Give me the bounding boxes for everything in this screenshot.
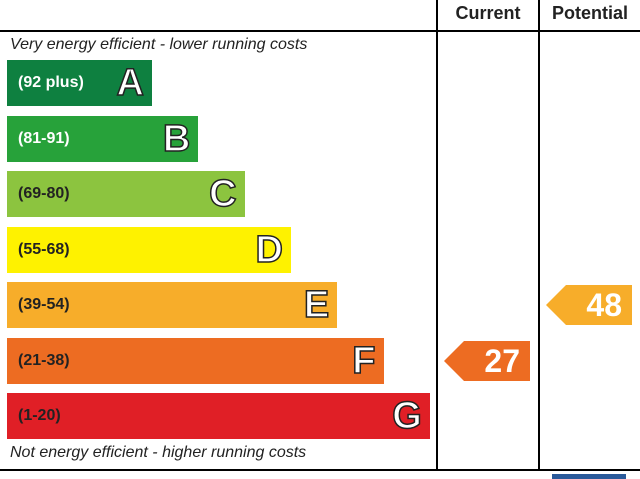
band-e: (39-54) E — [7, 282, 338, 328]
band-g: (1-20) G — [7, 393, 430, 439]
band-letter: G — [391, 394, 422, 438]
bottom-note: Not energy efficient - higher running co… — [10, 444, 307, 461]
band-range-label: (1-20) — [18, 407, 61, 424]
rating-arrow — [546, 285, 632, 325]
top-note: Very energy efficient - lower running co… — [10, 36, 308, 53]
band-c: (69-80) C — [7, 171, 245, 217]
band-letter: F — [352, 339, 377, 383]
band-d: (55-68) D — [7, 226, 291, 273]
column-header-current: Current — [455, 3, 521, 23]
band-a: (92 plus) A — [7, 60, 152, 106]
band-b: (81-91) B — [7, 115, 199, 162]
band-letter: B — [162, 117, 191, 161]
rating-current: 27 — [444, 340, 530, 381]
rating-value: 48 — [586, 287, 622, 323]
column-divider-left — [436, 0, 438, 470]
band-letter: D — [255, 228, 284, 272]
rating-potential: 48 — [546, 285, 632, 325]
band-range-label: (69-80) — [18, 185, 70, 202]
rating-arrow — [444, 340, 530, 381]
band-letter: C — [208, 172, 237, 216]
bottom-divider — [0, 469, 640, 471]
band-range-label: (81-91) — [18, 129, 70, 147]
band-range-label: (92 plus) — [18, 74, 84, 91]
column-divider-right — [538, 0, 540, 470]
rating-arrow-shape — [546, 285, 632, 325]
bottom-stub — [552, 474, 626, 479]
band-range-label: (55-68) — [18, 240, 70, 258]
band-range-label: (39-54) — [18, 296, 70, 313]
band-letter: E — [303, 283, 330, 327]
rating-value: 27 — [484, 342, 520, 379]
column-header-potential: Potential — [551, 3, 628, 23]
band-f: (21-38) F — [7, 337, 384, 384]
band-range-label: (21-38) — [18, 351, 70, 369]
rating-arrow-shape — [444, 340, 530, 381]
band-letter: A — [116, 61, 145, 105]
header-divider — [0, 30, 640, 32]
